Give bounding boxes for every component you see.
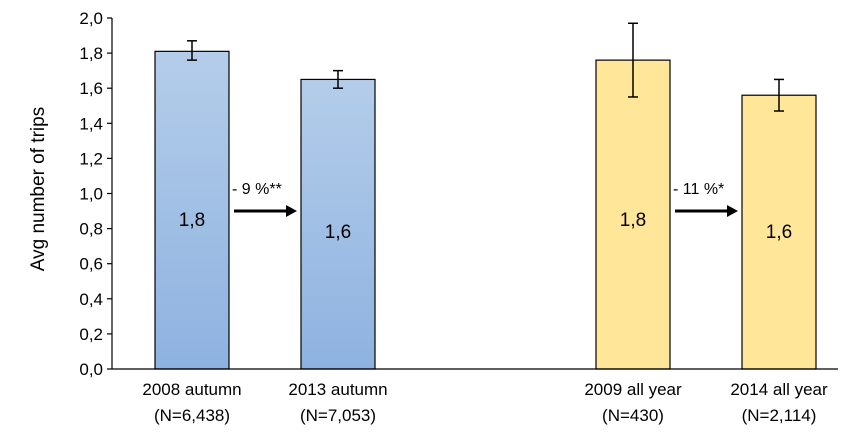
x-axis: 2008 autumn (N=6,438) 2013 autumn (N=7,053)… [112, 368, 838, 425]
y-tick-label: 0,6 [79, 255, 103, 274]
y-tick-label: 1,2 [79, 149, 103, 168]
data-label: 1,8 [620, 210, 646, 231]
x-tick-sample-size: (N=2,114) [742, 406, 817, 425]
y-axis-title: Avg number of trips [28, 107, 49, 271]
y-tick-label: 0,4 [79, 290, 103, 309]
bar [154, 50, 230, 370]
bar [300, 78, 376, 370]
y-axis: 0,0 0,2 0,4 0,6 0,8 1,0 1,2 1,4 1,6 1,8 2,0 [79, 9, 113, 379]
x-tick-sample-size: (N=430) [602, 406, 664, 425]
y-tick-label: 0,8 [79, 220, 103, 239]
y-tick-label: 1,4 [79, 114, 103, 133]
x-tick-label: 2014 all year [730, 380, 828, 399]
y-tick-label: 1,0 [79, 185, 103, 204]
data-label: 1,6 [325, 222, 351, 243]
data-label: 1,6 [766, 222, 792, 243]
x-tick-label: 2009 all year [584, 380, 682, 399]
bars [154, 22, 817, 370]
change-arrow-head [727, 205, 738, 217]
x-tick-label: 2013 autumn [288, 380, 387, 399]
data-labels: 1,8 1,6 1,8 1,6 [179, 210, 792, 243]
y-tick-label: 0,2 [79, 325, 103, 344]
y-tick-label: 1,8 [79, 44, 103, 63]
data-label: 1,8 [179, 210, 205, 231]
y-tick-label: 0,0 [79, 360, 103, 379]
annotations: - 9 %** - 11 %* [232, 181, 738, 217]
y-tick-label: 1,6 [79, 79, 103, 98]
x-tick-sample-size: (N=7,053) [300, 406, 376, 425]
y-tick-label: 2,0 [79, 9, 103, 28]
x-tick-label: 2008 autumn [142, 380, 241, 399]
change-arrow-head [286, 205, 297, 217]
change-annotation: - 9 %** [232, 181, 282, 198]
x-tick-sample-size: (N=6,438) [154, 406, 230, 425]
change-annotation: - 11 %* [673, 181, 724, 198]
